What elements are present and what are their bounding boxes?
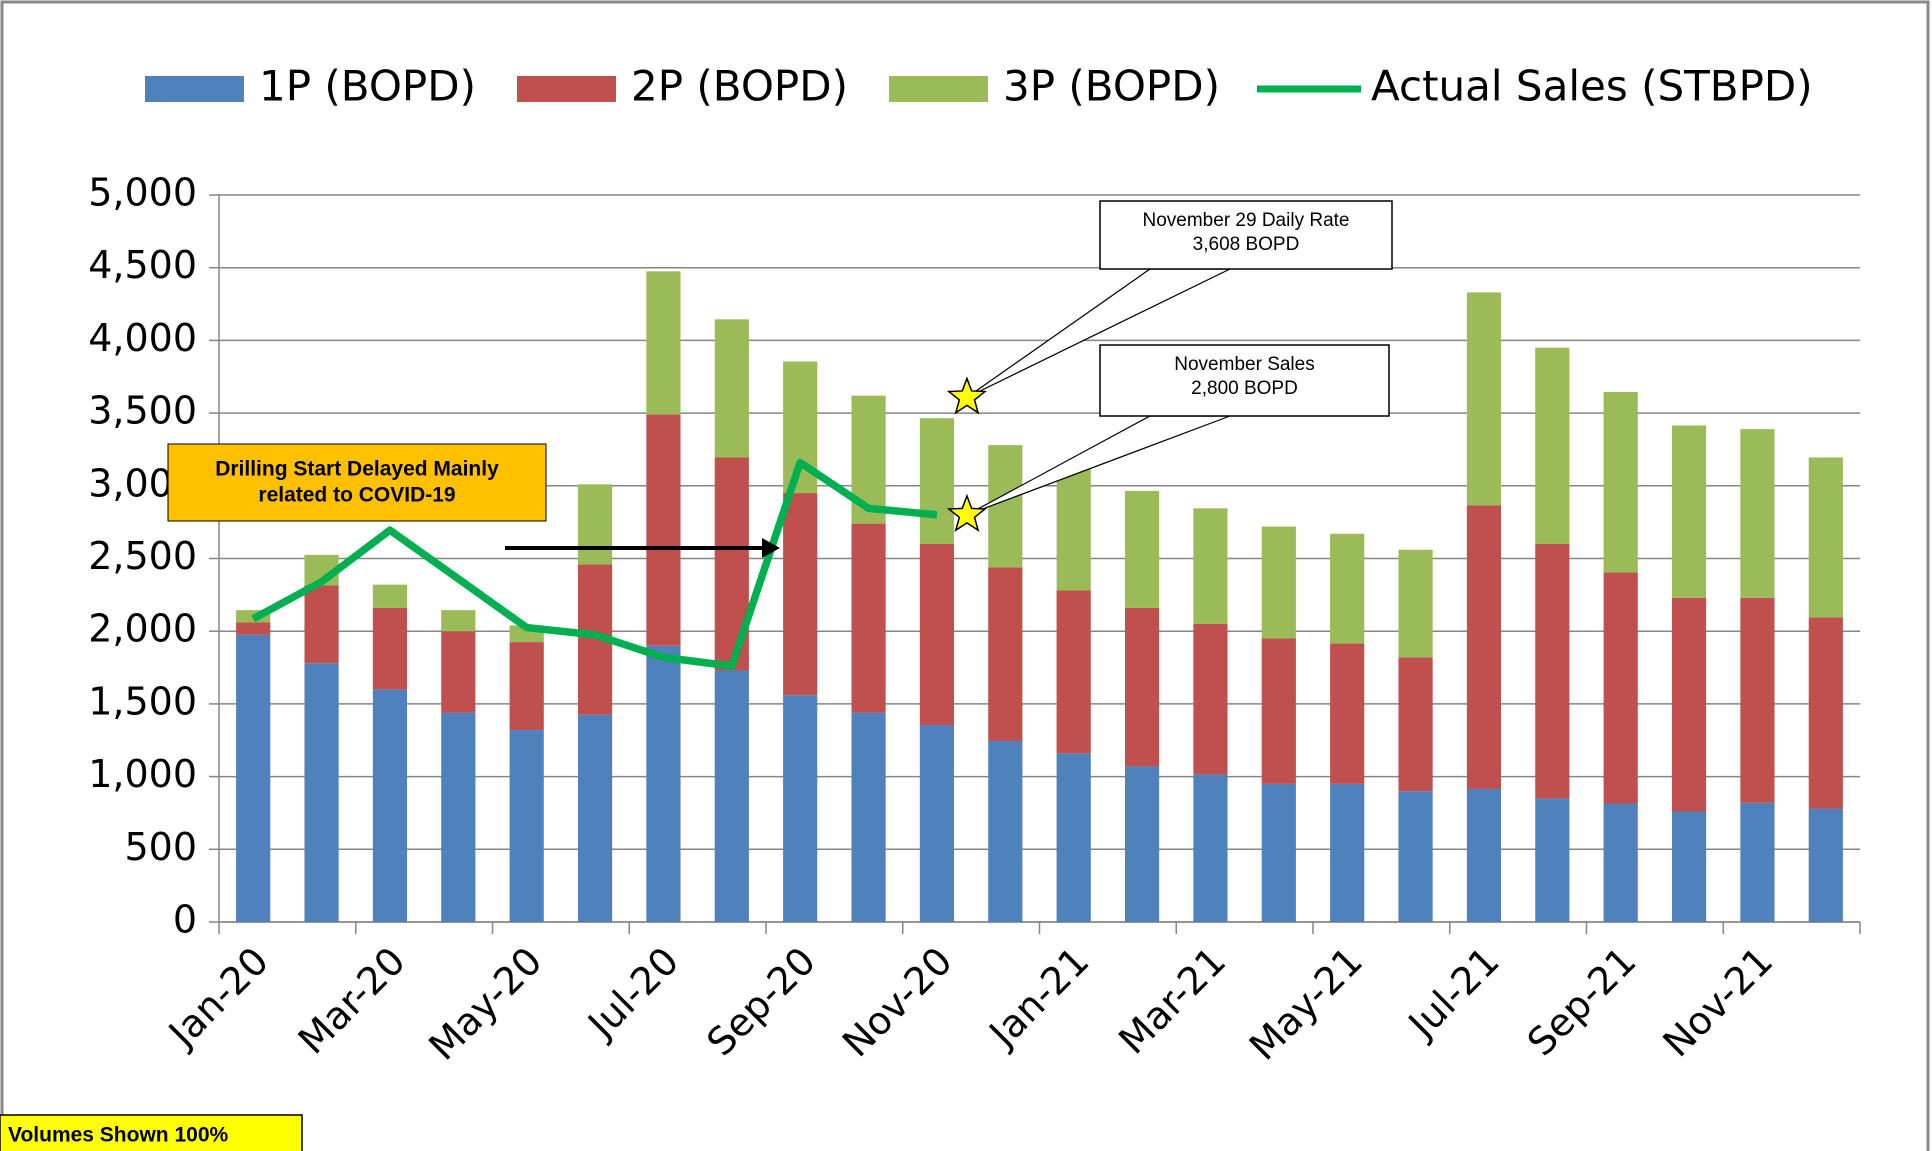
bar-segment xyxy=(1671,597,1707,812)
bar-segment xyxy=(1535,798,1570,922)
bar-segment xyxy=(1740,429,1775,598)
bar-segment xyxy=(577,484,613,565)
bar-segment xyxy=(1056,590,1091,754)
bar-segment xyxy=(988,567,1023,741)
y-tick-label: 5,000 xyxy=(88,171,197,215)
bar-segment xyxy=(304,585,339,664)
callout-box xyxy=(1099,344,1390,417)
bar-segment xyxy=(919,543,955,725)
bar-segment xyxy=(441,712,476,922)
bar-segment xyxy=(1466,292,1502,506)
legend-swatch xyxy=(145,76,244,102)
bar-segment xyxy=(372,584,408,608)
bar-segment xyxy=(1330,783,1365,922)
bar-segment xyxy=(1603,572,1638,804)
callout-text: 3,608 BOPD xyxy=(1193,234,1300,255)
callout-text: November 29 Daily Rate xyxy=(1143,210,1350,231)
bar-segment xyxy=(851,523,886,713)
bar-segment xyxy=(1535,347,1570,544)
legend-label: Actual Sales (STBPD) xyxy=(1371,62,1813,111)
bar-segment xyxy=(1398,549,1433,658)
bar-segment xyxy=(1535,543,1570,799)
bar-segment xyxy=(509,730,544,922)
bar-segment xyxy=(1808,617,1843,809)
bar-segment xyxy=(1056,467,1091,591)
bar-segment xyxy=(1330,533,1365,644)
legend-label: 1P (BOPD) xyxy=(259,62,476,111)
bar-segment xyxy=(1808,457,1843,618)
bar-segment xyxy=(1124,766,1160,922)
star-marker xyxy=(946,376,988,415)
bar-segment xyxy=(1261,526,1296,639)
bar-segment xyxy=(1671,425,1707,598)
bar-segment xyxy=(1466,788,1502,922)
bar-segment xyxy=(783,493,818,696)
bar-segment xyxy=(1603,392,1638,573)
y-tick-label: 1,500 xyxy=(88,679,197,723)
y-tick-label: 2,500 xyxy=(88,534,197,578)
y-tick-label: 4,000 xyxy=(88,316,197,360)
bar-segment xyxy=(646,271,681,415)
bar-segment xyxy=(1671,811,1707,922)
note-box xyxy=(0,1114,303,1151)
y-tick-label: 1,000 xyxy=(88,752,197,796)
legend-label: 2P (BOPD) xyxy=(631,62,848,111)
bar-segment xyxy=(577,714,613,922)
bar-segment xyxy=(714,319,749,458)
bar-segment xyxy=(1124,607,1160,767)
bar-segment xyxy=(372,607,408,690)
bar-segment xyxy=(988,740,1023,922)
bar-segment xyxy=(509,642,544,731)
bar-segment xyxy=(1056,753,1091,922)
bar-segment xyxy=(1466,505,1502,789)
bar-segment xyxy=(783,695,818,922)
bar-segment xyxy=(1808,808,1843,922)
line-series xyxy=(251,458,938,670)
y-tick-label: 3,500 xyxy=(88,389,197,433)
bar-segment xyxy=(372,689,408,922)
bar-segment xyxy=(1398,657,1433,792)
bar-segment xyxy=(1330,643,1365,784)
bar-segment xyxy=(1261,638,1296,784)
bar-segment xyxy=(1193,774,1228,922)
note-text: Volumes Shown 100% xyxy=(8,1124,228,1147)
bar-segment xyxy=(1261,783,1296,922)
bar-segment xyxy=(714,670,749,922)
bar-segment xyxy=(919,418,955,544)
callout-text: 2,800 BOPD xyxy=(1191,378,1298,399)
note-text: Drilling Start Delayed Mainly xyxy=(215,458,499,481)
bar-segment xyxy=(1193,623,1228,775)
legend-swatch xyxy=(517,76,616,102)
bar-segment xyxy=(1740,597,1775,803)
callout-box xyxy=(1099,200,1393,270)
bar-segment xyxy=(1124,490,1160,608)
bar-segment xyxy=(236,622,271,635)
bar-segment xyxy=(851,712,886,922)
bar-segment xyxy=(646,645,681,922)
y-tick-label: 4,500 xyxy=(88,243,197,287)
y-tick-label: 0 xyxy=(173,898,197,942)
bar-segment xyxy=(441,610,476,632)
star-marker xyxy=(946,493,988,532)
bar-segment xyxy=(1193,508,1228,624)
legend-label: 3P (BOPD) xyxy=(1003,62,1220,111)
bar-segment xyxy=(919,724,955,922)
bar-segment xyxy=(988,445,1023,568)
bar-segment xyxy=(304,663,339,922)
bar-segment xyxy=(236,634,271,922)
bar-segment xyxy=(646,414,681,646)
note-text: related to COVID-19 xyxy=(258,484,455,507)
bar-segment xyxy=(1398,791,1433,922)
note-box xyxy=(167,443,547,522)
y-tick-label: 500 xyxy=(124,825,197,869)
bar-segment xyxy=(1740,802,1775,922)
bar-segment xyxy=(441,631,476,713)
legend-swatch xyxy=(889,76,988,102)
arrow-head xyxy=(762,538,780,558)
y-tick-label: 2,000 xyxy=(88,607,197,651)
bar-segment xyxy=(1603,803,1638,922)
callout-text: November Sales xyxy=(1174,354,1314,375)
